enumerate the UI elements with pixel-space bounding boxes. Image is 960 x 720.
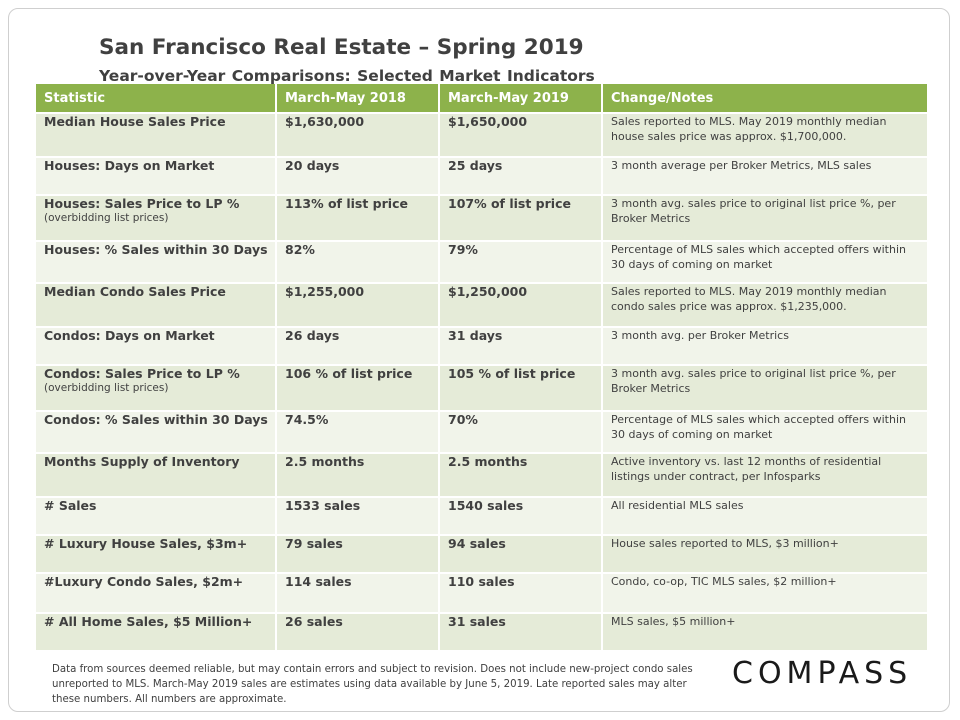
cell-statistic: Houses: Days on Market xyxy=(36,157,277,196)
cell-note: 3 month avg. sales price to original lis… xyxy=(602,365,929,412)
cell-y2018: 113% of list price xyxy=(276,195,440,242)
cell-statistic: Condos: % Sales within 30 Days xyxy=(36,411,277,454)
table-row: Houses: Sales Price to LP % (overbidding … xyxy=(36,195,929,242)
cell-y2019: 25 days xyxy=(439,157,603,196)
cell-y2018: 26 days xyxy=(276,327,440,366)
statistic-label: Condos: Days on Market xyxy=(44,328,215,343)
cell-y2019: 79% xyxy=(439,241,603,284)
table-row: Months Supply of Inventory 2.5 months 2.5 … xyxy=(36,453,929,498)
cell-y2019: 107% of list price xyxy=(439,195,603,242)
table-row: Condos: Days on Market 26 days 31 days 3 mo… xyxy=(36,327,929,366)
column-header-2018: March-May 2018 xyxy=(276,84,440,114)
table-row: Median House Sales Price $1,630,000 $1,650… xyxy=(36,113,929,158)
compass-logo: COMPASS xyxy=(732,656,913,691)
column-header-statistic: Statistic xyxy=(36,84,277,114)
table-row: #Luxury Condo Sales, $2m+ 114 sales 110 sa… xyxy=(36,573,929,614)
cell-y2018: 20 days xyxy=(276,157,440,196)
cell-note: Sales reported to MLS. May 2019 monthly … xyxy=(602,283,929,328)
cell-y2019: 110 sales xyxy=(439,573,603,614)
cell-statistic: #Luxury Condo Sales, $2m+ xyxy=(36,573,277,614)
cell-y2018: 79 sales xyxy=(276,535,440,574)
cell-y2018: 2.5 months xyxy=(276,453,440,498)
statistic-label: Median House Sales Price xyxy=(44,114,226,129)
cell-y2019: 2.5 months xyxy=(439,453,603,498)
statistic-label: Months Supply of Inventory xyxy=(44,454,240,469)
table-row: Houses: Days on Market 20 days 25 days 3 mo… xyxy=(36,157,929,196)
table-row: # Luxury House Sales, $3m+ 79 sales 94 sal… xyxy=(36,535,929,574)
cell-y2018: $1,630,000 xyxy=(276,113,440,158)
statistic-label: Condos: % Sales within 30 Days xyxy=(44,412,268,427)
cell-note: 3 month avg. sales price to original lis… xyxy=(602,195,929,242)
footnote: Data from sources deemed reliable, but m… xyxy=(52,664,693,705)
cell-note: Active inventory vs. last 12 months of r… xyxy=(602,453,929,498)
cell-statistic: # All Home Sales, $5 Million+ xyxy=(36,613,277,652)
cell-y2018: 1533 sales xyxy=(276,497,440,536)
cell-y2018: 74.5% xyxy=(276,411,440,454)
table-row: Condos: % Sales within 30 Days 74.5% 70% Pe… xyxy=(36,411,929,454)
cell-y2019: 105 % of list price xyxy=(439,365,603,412)
cell-note: 3 month average per Broker Metrics, MLS … xyxy=(602,157,929,196)
cell-y2018: 106 % of list price xyxy=(276,365,440,412)
statistic-label: # Luxury House Sales, $3m+ xyxy=(44,536,248,551)
column-header-2019: March-May 2019 xyxy=(439,84,603,114)
cell-statistic: Houses: % Sales within 30 Days xyxy=(36,241,277,284)
cell-y2019: 31 sales xyxy=(439,613,603,652)
cell-y2019: 70% xyxy=(439,411,603,454)
table-row: # All Home Sales, $5 Million+ 26 sales 31 … xyxy=(36,613,929,652)
cell-y2019: $1,250,000 xyxy=(439,283,603,328)
cell-note: House sales reported to MLS, $3 million+ xyxy=(602,535,929,574)
cell-statistic: Houses: Sales Price to LP % (overbidding … xyxy=(36,195,277,242)
cell-statistic: # Sales xyxy=(36,497,277,536)
page-subtitle: Year-over-Year Comparisons: Selected Mar… xyxy=(99,67,595,85)
cell-note: Sales reported to MLS. May 2019 monthly … xyxy=(602,113,929,158)
market-indicators-table: Statistic March-May 2018 March-May 2019 … xyxy=(36,84,929,652)
cell-y2018: 114 sales xyxy=(276,573,440,614)
statistic-label: Median Condo Sales Price xyxy=(44,284,226,299)
statistic-sublabel: (overbidding list prices) xyxy=(44,382,169,394)
cell-statistic: Condos: Sales Price to LP % (overbidding … xyxy=(36,365,277,412)
statistic-label: # Sales xyxy=(44,498,97,513)
statistic-label: # All Home Sales, $5 Million+ xyxy=(44,614,253,629)
cell-statistic: Months Supply of Inventory xyxy=(36,453,277,498)
cell-note: Condo, co-op, TIC MLS sales, $2 million+ xyxy=(602,573,929,614)
statistic-label: Houses: Days on Market xyxy=(44,158,215,173)
cell-y2018: 82% xyxy=(276,241,440,284)
cell-note: 3 month avg. per Broker Metrics xyxy=(602,327,929,366)
cell-note: All residential MLS sales xyxy=(602,497,929,536)
cell-y2019: 31 days xyxy=(439,327,603,366)
table-header-row: Statistic March-May 2018 March-May 2019 … xyxy=(36,84,929,114)
table-row: # Sales 1533 sales 1540 sales All residenti… xyxy=(36,497,929,536)
statistic-label: Houses: Sales Price to LP % xyxy=(44,196,240,211)
cell-y2018: $1,255,000 xyxy=(276,283,440,328)
cell-note: Percentage of MLS sales which accepted o… xyxy=(602,241,929,284)
cell-statistic: # Luxury House Sales, $3m+ xyxy=(36,535,277,574)
cell-note: Percentage of MLS sales which accepted o… xyxy=(602,411,929,454)
statistic-sublabel: (overbidding list prices) xyxy=(44,212,169,224)
cell-y2019: $1,650,000 xyxy=(439,113,603,158)
page-title: San Francisco Real Estate – Spring 2019 xyxy=(99,35,584,60)
table-row: Houses: % Sales within 30 Days 82% 79% Perc… xyxy=(36,241,929,284)
cell-statistic: Median Condo Sales Price xyxy=(36,283,277,328)
table-row: Median Condo Sales Price $1,255,000 $1,250… xyxy=(36,283,929,328)
statistic-label: #Luxury Condo Sales, $2m+ xyxy=(44,574,244,589)
cell-statistic: Condos: Days on Market xyxy=(36,327,277,366)
cell-y2018: 26 sales xyxy=(276,613,440,652)
cell-y2019: 94 sales xyxy=(439,535,603,574)
statistic-label: Houses: % Sales within 30 Days xyxy=(44,242,268,257)
cell-statistic: Median House Sales Price xyxy=(36,113,277,158)
statistic-label: Condos: Sales Price to LP % xyxy=(44,366,240,381)
column-header-notes: Change/Notes xyxy=(602,84,929,114)
cell-y2019: 1540 sales xyxy=(439,497,603,536)
table-row: Condos: Sales Price to LP % (overbidding … xyxy=(36,365,929,412)
cell-note: MLS sales, $5 million+ xyxy=(602,613,929,652)
